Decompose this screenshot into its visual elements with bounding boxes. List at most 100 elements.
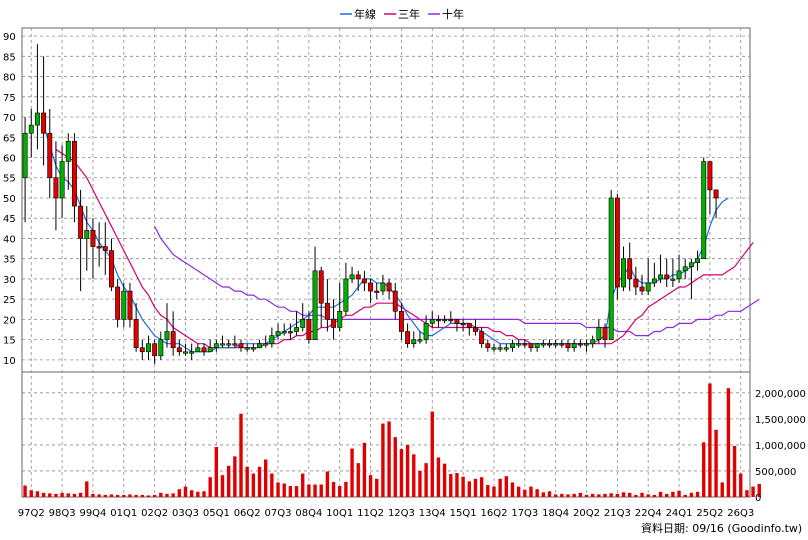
x-tick-label: 22Q4: [635, 508, 662, 519]
candle-body: [28, 124, 34, 134]
legend-item[interactable]: 三年: [384, 7, 420, 21]
candle-body: [386, 282, 392, 292]
candle-body: [152, 343, 158, 357]
candle: [565, 339, 571, 352]
candle-body: [275, 331, 281, 336]
volume-bar: [356, 463, 360, 497]
price-tick-label: 80: [3, 73, 16, 84]
volume-bar: [214, 447, 219, 497]
candle-body: [522, 343, 528, 346]
candle-body: [34, 112, 40, 126]
candle-body: [553, 343, 559, 346]
candle: [34, 44, 40, 150]
candle-body: [176, 347, 182, 353]
candle-body: [676, 270, 682, 280]
candle: [590, 335, 596, 348]
volume-bar: [239, 413, 243, 497]
candle-body: [392, 290, 398, 312]
volume-bar: [523, 489, 527, 497]
volume-panel-frame: [21, 371, 751, 498]
volume-tick-label: 2,000,000: [755, 389, 806, 400]
candle: [695, 250, 701, 271]
candle-body: [707, 161, 713, 191]
candle: [152, 339, 158, 364]
candle-body: [602, 327, 608, 340]
x-tick-label: 25Q2: [696, 508, 723, 519]
volume-bar: [757, 483, 761, 497]
candle: [368, 278, 374, 304]
volume-bar: [115, 494, 120, 497]
candle: [688, 258, 694, 300]
price-tick-label: 30: [3, 275, 16, 286]
candle-body: [417, 339, 423, 342]
volume-bar: [319, 484, 323, 497]
volume-bar: [658, 491, 663, 497]
candle: [405, 323, 411, 348]
candle: [658, 254, 664, 283]
legend[interactable]: 年線 三年 十年: [340, 7, 464, 21]
volume-bar: [41, 492, 46, 497]
candle: [707, 161, 713, 215]
volume-bar: [646, 494, 650, 497]
candle: [361, 270, 367, 292]
candle-body: [479, 331, 485, 344]
x-tick-label: 13Q4: [419, 508, 446, 519]
price-tick-label: 55: [3, 174, 16, 185]
price-tick-label: 35: [3, 255, 16, 266]
candle-body: [269, 335, 275, 344]
candle-body: [639, 286, 645, 292]
candle: [263, 335, 269, 348]
candle-body: [226, 343, 232, 346]
candle-body: [121, 290, 127, 320]
candle: [386, 278, 392, 300]
candle: [380, 274, 386, 296]
candle: [59, 145, 65, 219]
volume-bar: [331, 481, 336, 497]
volume-bar: [338, 486, 342, 497]
candle-body: [695, 258, 701, 264]
candle-body: [183, 351, 188, 354]
volume-bar: [146, 495, 151, 497]
candle: [343, 262, 349, 316]
candle-body: [565, 343, 571, 349]
candle: [139, 339, 145, 360]
volume-bar: [739, 473, 743, 497]
candle-body: [53, 177, 59, 199]
candle-body: [713, 189, 719, 199]
candle-body: [257, 343, 262, 349]
candle-body: [102, 246, 108, 251]
candle: [127, 282, 133, 328]
x-tick-label: 97Q2: [18, 508, 45, 519]
data-date-footnote: 資料日期: 09/16 (Goodinfo.tw): [641, 521, 802, 535]
price-tick-label: 15: [3, 336, 16, 347]
volume-tick-label: 1,000,000: [755, 441, 806, 452]
candle: [497, 343, 503, 352]
legend-item[interactable]: 年線: [340, 7, 376, 21]
candle: [639, 274, 645, 296]
x-tick-label: 20Q2: [573, 508, 600, 519]
candle-body: [84, 230, 90, 239]
volume-bar: [603, 493, 607, 497]
volume-bar: [436, 457, 441, 497]
candle-body: [337, 310, 343, 328]
volume-bar: [714, 429, 718, 497]
volume-bar: [183, 486, 188, 497]
volume-bar: [455, 473, 459, 497]
candle: [28, 108, 34, 158]
volume-bar: [751, 486, 755, 497]
legend-item[interactable]: 十年: [428, 7, 464, 21]
candle: [627, 242, 633, 292]
price-tick-label: 70: [3, 113, 16, 124]
volume-bar: [473, 478, 478, 497]
x-tick-label: 99Q4: [79, 508, 106, 519]
candle-body: [435, 319, 441, 322]
candles: [22, 44, 719, 364]
candle: [651, 262, 657, 288]
volume-bar: [671, 491, 675, 497]
volume-bar: [689, 492, 694, 497]
candle-body: [343, 278, 349, 312]
volume-bar: [566, 494, 570, 497]
volume-bar: [597, 494, 601, 497]
candle-body: [577, 343, 583, 346]
candle: [608, 189, 614, 340]
